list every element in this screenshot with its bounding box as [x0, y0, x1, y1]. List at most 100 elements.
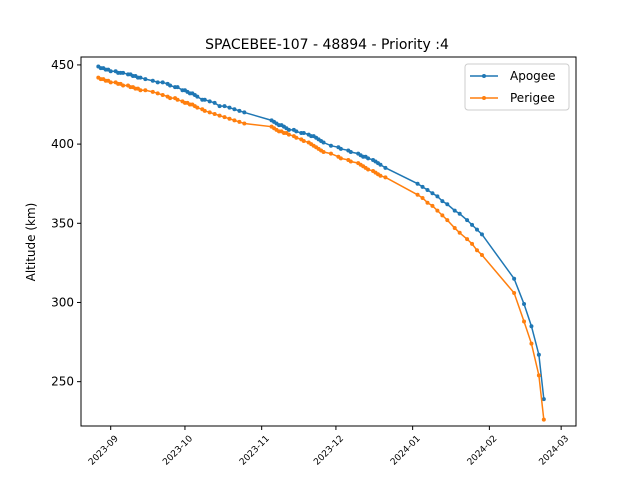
legend-item-perigee: Perigee [470, 91, 555, 105]
perigee-point [378, 173, 383, 178]
y-tick-label: 400 [51, 137, 74, 151]
perigee-point [457, 230, 462, 235]
perigee-point [452, 226, 457, 231]
apogee-point [202, 97, 207, 102]
apogee-point [232, 107, 237, 112]
perigee-point [440, 213, 445, 218]
perigee-series [96, 75, 546, 422]
apogee-point [383, 165, 388, 170]
perigee-point [415, 192, 420, 197]
perigee-point [222, 115, 227, 120]
apogee-point [150, 78, 155, 83]
perigee-point [242, 121, 247, 126]
apogee-point [420, 184, 425, 189]
series-layer [96, 64, 546, 422]
perigee-point [227, 116, 232, 121]
apogee-point [366, 156, 371, 161]
perigee-point [237, 119, 242, 124]
perigee-point [420, 195, 425, 200]
apogee-series [96, 64, 546, 402]
perigee-point [328, 151, 333, 156]
perigee-point [207, 110, 212, 115]
apogee-point [465, 218, 470, 223]
x-tick-label: 2024-02 [466, 434, 500, 468]
apogee-point [222, 104, 227, 109]
perigee-point [470, 241, 475, 246]
apogee-point [378, 162, 383, 167]
apogee-point [541, 397, 546, 402]
perigee-point [512, 290, 517, 295]
apogee-point [529, 324, 534, 329]
y-axis: 250 300 350 400 450 [51, 58, 81, 389]
perigee-point [212, 112, 217, 117]
apogee-point [452, 208, 457, 213]
perigee-point [321, 150, 326, 155]
perigee-point [121, 83, 126, 88]
y-tick-label: 350 [51, 216, 74, 230]
apogee-point [227, 105, 232, 110]
apogee-point [207, 99, 212, 104]
perigee-point [435, 208, 440, 213]
apogee-point [475, 227, 479, 232]
perigee-point [383, 175, 388, 180]
legend-marker-apogee [482, 74, 486, 78]
apogee-point [445, 202, 450, 207]
perigee-point [286, 132, 291, 137]
perigee-point [348, 159, 353, 164]
apogee-point [242, 110, 247, 115]
apogee-point [470, 222, 475, 227]
x-tick-label: 2024-03 [538, 434, 572, 468]
apogee-point [168, 83, 173, 88]
perigee-point [294, 135, 299, 140]
y-tick-label: 300 [51, 295, 74, 309]
perigee-point [522, 319, 527, 324]
apogee-point [108, 69, 113, 74]
apogee-point [512, 276, 517, 281]
legend-item-apogee: Apogee [470, 69, 556, 83]
y-tick-label: 250 [51, 375, 74, 389]
legend-marker-perigee [482, 96, 486, 100]
chart-title: SPACEBEE-107 - 48894 - Priority :4 [205, 37, 449, 53]
apogee-point [425, 188, 430, 193]
apogee-point [435, 194, 440, 199]
apogee-line [97, 65, 545, 400]
legend: Apogee Perigee [464, 63, 570, 111]
legend-label-perigee: Perigee [510, 91, 555, 105]
apogee-point [195, 94, 200, 99]
x-tick-label: 2023-12 [312, 434, 346, 468]
x-tick-label: 2023-11 [238, 434, 272, 468]
apogee-point [321, 140, 326, 145]
perigee-point [175, 97, 180, 102]
perigee-point [338, 156, 343, 161]
perigee-point [425, 200, 430, 205]
perigee-point [138, 88, 143, 93]
x-tick-label: 2023-09 [87, 434, 121, 468]
apogee-point [430, 191, 435, 196]
perigee-point [366, 167, 371, 172]
apogee-point [121, 70, 126, 75]
apogee-point [536, 352, 541, 357]
perigee-point [150, 89, 155, 94]
apogee-point [479, 232, 484, 237]
perigee-point [430, 203, 435, 208]
apogee-point [294, 129, 299, 134]
perigee-point [536, 373, 541, 378]
perigee-point [479, 252, 484, 257]
apogee-point [286, 127, 291, 132]
perigee-point [202, 108, 207, 113]
apogee-point [237, 108, 242, 113]
apogee-point [522, 302, 527, 307]
legend-label-apogee: Apogee [510, 69, 556, 83]
perigee-point [465, 237, 470, 242]
apogee-point [217, 104, 222, 109]
apogee-point [175, 85, 180, 90]
apogee-point [415, 181, 420, 186]
perigee-point [217, 113, 222, 118]
apogee-point [212, 100, 217, 105]
y-tick-label: 450 [51, 58, 74, 72]
perigee-point [160, 93, 165, 98]
apogee-point [328, 143, 333, 148]
plot-area: 2023-09 2023-10 2023-11 2023-12 2024-01 2024-… [51, 56, 577, 468]
y-axis-label: Altitude (km) [24, 203, 38, 282]
